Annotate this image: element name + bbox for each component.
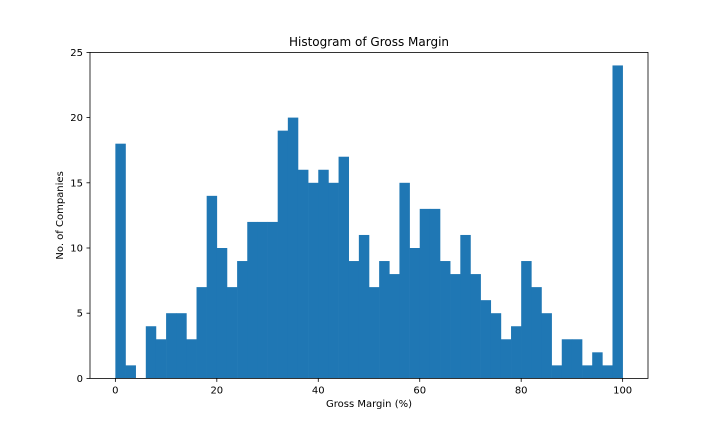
histogram-bar [561,339,573,379]
histogram-bar [358,234,370,379]
histogram-bar [186,339,197,379]
histogram-bar [500,339,512,379]
y-tick-label: 0 [77,374,83,385]
histogram-bar [379,261,390,379]
histogram-bar [592,352,603,379]
y-axis: 0 5 10 15 20 25 [70,48,90,385]
histogram-bar [206,195,218,379]
bars-group [115,65,623,379]
histogram-bar [287,117,299,379]
y-tick-label: 5 [77,309,83,320]
x-axis-label: Gross Margin (%) [326,399,412,410]
histogram-bar [216,248,228,379]
histogram-bar [419,208,431,379]
y-tick-label: 15 [70,178,83,189]
histogram-bar [196,287,207,379]
x-tick-label: 0 [112,385,118,396]
histogram-bar [490,313,502,379]
x-tick-label: 60 [413,385,426,396]
histogram-bar [511,326,522,379]
histogram-bar [125,365,136,379]
histogram-bar [551,365,563,379]
histogram-bar [318,169,329,379]
histogram-bar [612,65,623,379]
histogram-bar [297,169,309,379]
x-tick-label: 40 [312,385,325,396]
x-tick-label: 20 [210,385,223,396]
histogram-bar [389,274,400,379]
histogram-bar [460,234,471,379]
histogram-bar [338,156,350,379]
histogram-bar [399,182,410,379]
histogram-bar [348,261,360,379]
y-tick-label: 25 [70,48,83,59]
histogram-bar [257,221,268,379]
chart-title: Histogram of Gross Margin [289,35,449,49]
histogram-bar [328,182,339,379]
histogram-bar [450,274,461,379]
histogram-bar [541,313,552,379]
histogram-bar [115,143,126,379]
histogram-bar [571,339,583,379]
histogram-bar [480,300,492,379]
histogram-bar [247,221,258,379]
plot-frame [89,52,649,379]
histogram-bar [308,182,319,379]
histogram-bar [521,261,532,379]
x-axis: 0 20 40 60 80 100 [112,378,632,396]
histogram-bar [226,287,238,379]
histogram-bar [409,248,421,379]
histogram-bar [237,261,248,379]
histogram-bar [267,221,278,379]
histogram-bar [470,274,481,379]
histogram-bar [277,130,289,379]
histogram-bar [166,313,177,379]
y-tick-label: 20 [70,113,83,124]
x-tick-label: 80 [515,385,528,396]
histogram-bar [531,287,542,379]
histogram-bar [155,339,167,379]
y-axis-label: No. of Companies [55,171,66,259]
histogram-bar [145,326,157,379]
histogram-bar [582,365,593,379]
histogram-bar [369,287,380,379]
histogram-bar [429,208,441,379]
x-tick-label: 100 [613,385,632,396]
y-tick-label: 10 [70,244,83,255]
histogram-bar [602,365,613,379]
histogram-bar [176,313,187,379]
histogram-bar [440,261,451,379]
